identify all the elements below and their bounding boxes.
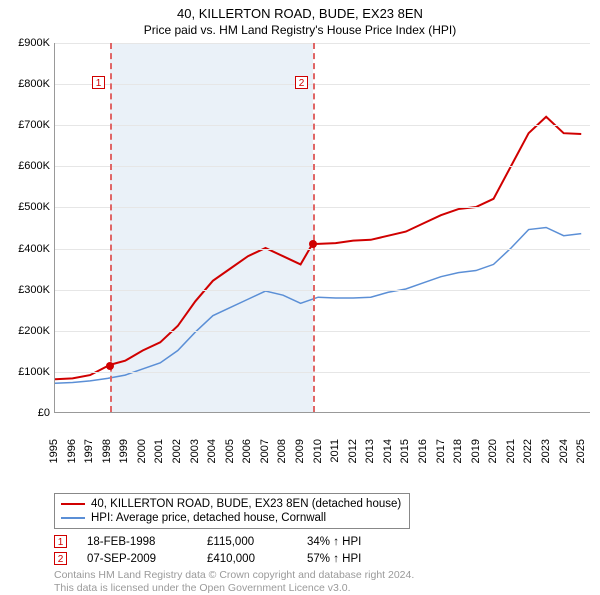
x-tick-label: 2024 [558,439,570,463]
gridline [55,249,590,250]
x-tick-label: 2002 [171,439,183,463]
x-tick-label: 2025 [575,439,587,463]
y-tick-label: £600K [18,160,50,172]
event-line [110,43,112,412]
series-hpi [55,228,581,384]
x-tick-label: 1997 [83,439,95,463]
chart-subtitle: Price paid vs. HM Land Registry's House … [10,23,590,37]
y-tick-label: £300K [18,284,50,296]
event-date: 07-SEP-2009 [87,553,207,565]
x-tick-label: 2004 [206,439,218,463]
x-axis: 1995199619971998199920002001200220032004… [54,413,600,451]
x-tick-label: 2001 [153,439,165,463]
x-tick-label: 2000 [136,439,148,463]
x-tick-label: 2009 [294,439,306,463]
chart-panel: 40, KILLERTON ROAD, BUDE, EX23 8EN Price… [0,0,600,560]
event-price: £115,000 [207,536,307,548]
event-row: 1 18-FEB-1998£115,00034% ↑ HPI [54,535,590,548]
gridline [55,166,590,167]
x-tick-label: 1996 [66,439,78,463]
x-tick-label: 2011 [329,439,341,463]
y-tick-label: £800K [18,78,50,90]
x-tick-label: 2019 [470,439,482,463]
event-marker-label: 1 [92,76,105,89]
x-tick-label: 2017 [435,439,447,463]
y-tick-label: £200K [18,325,50,337]
x-tick-label: 2012 [347,439,359,463]
y-tick-label: £500K [18,201,50,213]
gridline [55,207,590,208]
x-tick-label: 2016 [417,439,429,463]
legend-swatch [61,517,85,519]
chart-title: 40, KILLERTON ROAD, BUDE, EX23 8EN [10,6,590,21]
event-delta: 57% ↑ HPI [307,553,361,565]
legend-label: 40, KILLERTON ROAD, BUDE, EX23 8EN (deta… [91,498,401,510]
gridline [55,372,590,373]
legend-item: HPI: Average price, detached house, Corn… [61,511,401,525]
event-date: 18-FEB-1998 [87,536,207,548]
events-table: 1 18-FEB-1998£115,00034% ↑ HPI 2 07-SEP-200… [54,535,590,565]
legend-label: HPI: Average price, detached house, Corn… [91,512,326,524]
x-tick-label: 2021 [505,439,517,463]
x-tick-label: 2008 [276,439,288,463]
x-tick-label: 2003 [189,439,201,463]
x-tick-label: 2013 [364,439,376,463]
x-tick-label: 1995 [48,439,60,463]
x-tick-label: 1999 [118,439,130,463]
legend-swatch [61,503,85,505]
x-tick-label: 2015 [399,439,411,463]
event-number: 2 [54,552,67,565]
x-tick-label: 2022 [522,439,534,463]
event-number: 1 [54,535,67,548]
y-tick-label: £100K [18,366,50,378]
attribution-footer: Contains HM Land Registry data © Crown c… [54,569,590,595]
x-tick-label: 2018 [452,439,464,463]
gridline [55,125,590,126]
y-axis: £0£100K£200K£300K£400K£500K£600K£700K£80… [10,43,54,413]
event-price: £410,000 [207,553,307,565]
gridline [55,84,590,85]
x-tick-label: 2014 [382,439,394,463]
legend-box: 40, KILLERTON ROAD, BUDE, EX23 8EN (deta… [54,493,410,529]
x-tick-label: 2007 [259,439,271,463]
x-tick-label: 2006 [241,439,253,463]
x-tick-label: 2005 [224,439,236,463]
plot-area: 12 [54,43,590,413]
x-tick-label: 2020 [487,439,499,463]
y-tick-label: £900K [18,37,50,49]
event-marker-label: 2 [295,76,308,89]
gridline [55,43,590,44]
x-tick-label: 2010 [312,439,324,463]
event-row: 2 07-SEP-2009£410,00057% ↑ HPI [54,552,590,565]
y-tick-label: £400K [18,243,50,255]
x-tick-label: 1998 [101,439,113,463]
line-series-svg [55,43,590,412]
gridline [55,290,590,291]
footer-line: This data is licensed under the Open Gov… [54,582,590,595]
event-marker-point [106,362,114,370]
gridline [55,331,590,332]
event-line [313,43,315,412]
x-tick-label: 2023 [540,439,552,463]
event-marker-point [309,240,317,248]
event-delta: 34% ↑ HPI [307,536,361,548]
chart-area: £0£100K£200K£300K£400K£500K£600K£700K£80… [10,43,590,413]
y-tick-label: £700K [18,119,50,131]
y-tick-label: £0 [38,407,50,419]
footer-line: Contains HM Land Registry data © Crown c… [54,569,590,582]
legend-item: 40, KILLERTON ROAD, BUDE, EX23 8EN (deta… [61,497,401,511]
